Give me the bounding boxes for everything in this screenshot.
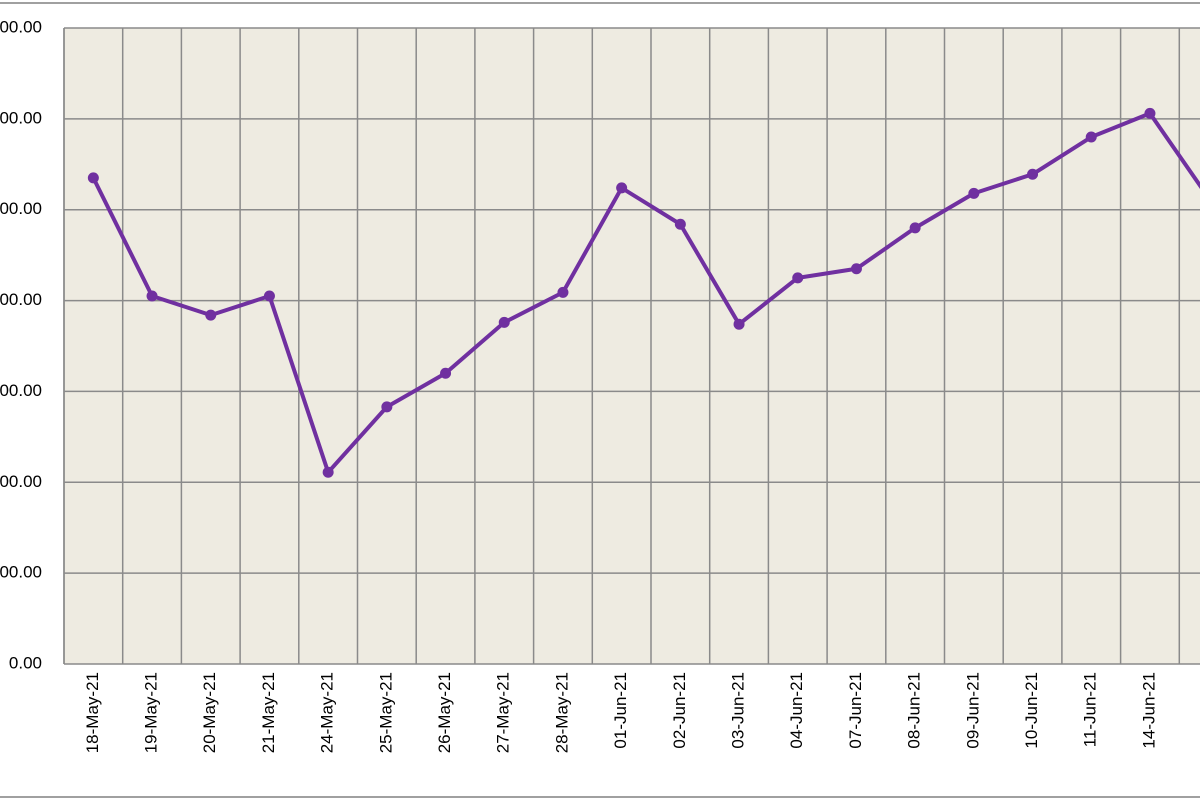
y-tick-label: 300.00 xyxy=(0,381,42,400)
x-tick-label: 18-May-21 xyxy=(83,672,102,753)
series-line xyxy=(91,111,1200,475)
x-tick-label: 27-May-21 xyxy=(494,672,513,753)
data-point xyxy=(381,401,393,413)
x-tick-label: 11-Jun-21 xyxy=(1081,672,1100,747)
x-tick-label: 21-May-21 xyxy=(259,672,278,753)
data-point xyxy=(440,367,452,379)
x-tick-label: 02-Jun-21 xyxy=(670,672,689,749)
x-tick-label: 14-Jun-21 xyxy=(1139,672,1158,749)
plot-background xyxy=(64,28,1200,664)
y-tick-label: 500.00 xyxy=(0,199,42,218)
x-tick-label: 07-Jun-21 xyxy=(846,672,865,749)
x-tick-label: 24-May-21 xyxy=(318,672,337,753)
data-point xyxy=(87,172,99,184)
data-point xyxy=(205,309,217,321)
data-point xyxy=(968,187,980,199)
data-point xyxy=(322,466,334,478)
data-point xyxy=(1027,168,1039,180)
data-point xyxy=(674,218,686,230)
x-tick-label: 20-May-21 xyxy=(200,672,219,753)
x-tick-label: 10-Jun-21 xyxy=(1022,672,1041,749)
data-point xyxy=(616,182,628,194)
x-tick-label: 26-May-21 xyxy=(435,672,454,753)
x-tick-label: 03-Jun-21 xyxy=(729,672,748,749)
data-point xyxy=(1144,107,1156,119)
y-tick-label: 400.00 xyxy=(0,290,42,309)
x-tick-label: 25-May-21 xyxy=(376,672,395,753)
y-tick-label: 100.00 xyxy=(0,563,42,582)
x-tick-label: 09-Jun-21 xyxy=(963,672,982,749)
x-tick-label: 19-May-21 xyxy=(142,672,161,753)
y-tick-label: 600.00 xyxy=(0,108,42,127)
data-point xyxy=(498,316,510,328)
data-point xyxy=(557,286,569,298)
data-point xyxy=(850,263,862,275)
x-tick-label: 28-May-21 xyxy=(552,672,571,753)
x-tick-label: 08-Jun-21 xyxy=(905,672,924,749)
data-point xyxy=(733,318,745,330)
data-point xyxy=(909,222,921,234)
x-tick-label: 04-Jun-21 xyxy=(787,672,806,749)
data-point xyxy=(1085,131,1097,143)
y-tick-label: 0.00 xyxy=(9,653,42,672)
y-tick-label: 700.00 xyxy=(0,17,42,36)
data-point xyxy=(792,272,804,284)
data-point xyxy=(263,290,275,302)
data-point xyxy=(146,290,158,302)
y-tick-label: 200.00 xyxy=(0,472,42,491)
x-tick-label: 01-Jun-21 xyxy=(611,672,630,749)
